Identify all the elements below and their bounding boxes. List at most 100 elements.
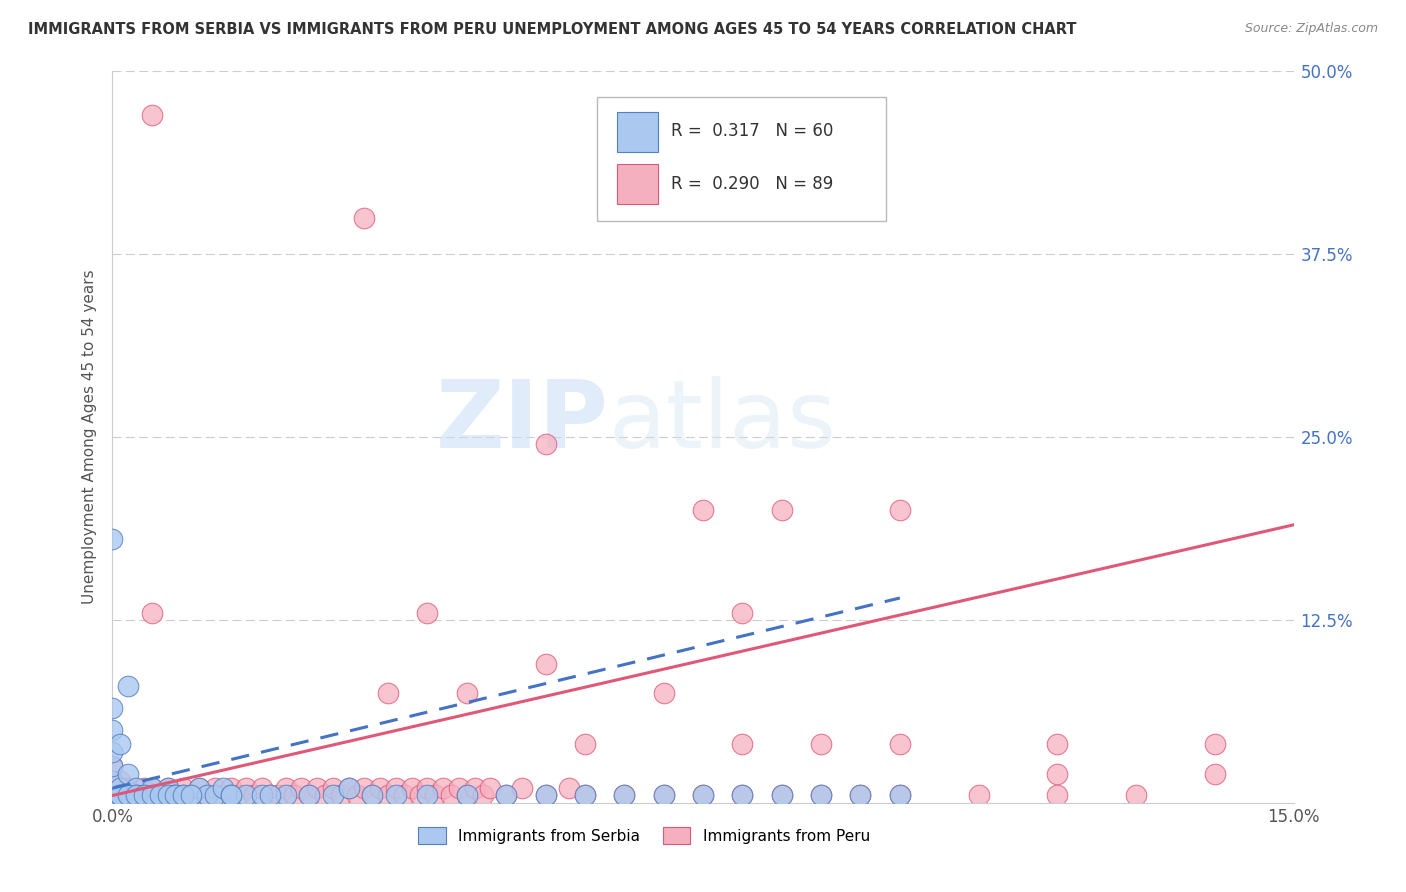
Point [353, 781, 375, 796]
Point [534, 657, 557, 671]
Point [322, 781, 344, 796]
Point [401, 781, 423, 796]
Point [141, 789, 163, 803]
Point [770, 503, 793, 517]
Point [479, 781, 502, 796]
Point [110, 789, 132, 803]
Point [101, 789, 124, 803]
Point [274, 781, 297, 796]
Point [219, 789, 242, 803]
Point [180, 789, 202, 803]
Bar [617, 112, 658, 152]
Point [314, 789, 336, 803]
Point [243, 789, 266, 803]
Point [1204, 766, 1226, 780]
Point [889, 789, 911, 803]
Point [613, 789, 636, 803]
Text: R =  0.317   N = 60: R = 0.317 N = 60 [671, 122, 834, 140]
Point [534, 437, 557, 451]
Point [849, 789, 872, 803]
Point [731, 789, 754, 803]
Point [1204, 737, 1226, 751]
Point [267, 789, 290, 803]
Point [307, 781, 329, 796]
Point [290, 781, 312, 796]
Y-axis label: Unemployment Among Ages 45 to 54 years: Unemployment Among Ages 45 to 54 years [82, 269, 97, 605]
Point [558, 781, 581, 796]
Point [322, 789, 344, 803]
Point [101, 789, 124, 803]
Point [574, 789, 596, 803]
Point [117, 766, 139, 780]
Point [440, 789, 463, 803]
Point [416, 781, 439, 796]
Point [889, 503, 911, 517]
Point [377, 686, 399, 700]
Point [416, 606, 439, 620]
Text: atlas: atlas [609, 376, 837, 468]
Point [110, 789, 132, 803]
Point [204, 789, 226, 803]
Point [392, 789, 415, 803]
Point [235, 789, 257, 803]
Point [432, 781, 454, 796]
Point [464, 781, 486, 796]
Point [117, 781, 139, 796]
Point [101, 759, 124, 773]
Point [298, 789, 321, 803]
Point [534, 789, 557, 803]
Point [425, 789, 447, 803]
Text: Source: ZipAtlas.com: Source: ZipAtlas.com [1244, 22, 1378, 36]
Point [329, 789, 352, 803]
Point [692, 789, 714, 803]
Point [141, 108, 163, 122]
Point [117, 679, 139, 693]
Point [652, 789, 675, 803]
Point [259, 789, 281, 803]
Point [849, 789, 872, 803]
Point [967, 789, 990, 803]
Point [125, 789, 148, 803]
Point [101, 759, 124, 773]
Point [456, 789, 478, 803]
Point [180, 789, 202, 803]
Point [1046, 789, 1069, 803]
Point [101, 700, 124, 714]
Point [337, 781, 360, 796]
Point [195, 789, 218, 803]
Point [149, 789, 172, 803]
Point [889, 789, 911, 803]
Point [889, 737, 911, 751]
Point [361, 789, 384, 803]
Point [250, 781, 273, 796]
Point [495, 789, 517, 803]
Point [172, 789, 194, 803]
Point [110, 789, 132, 803]
Point [125, 789, 148, 803]
Point [110, 781, 132, 796]
Point [125, 789, 148, 803]
Point [235, 781, 257, 796]
Point [172, 789, 194, 803]
Point [228, 789, 250, 803]
Point [447, 781, 470, 796]
Point [385, 781, 408, 796]
Point [125, 781, 148, 796]
Point [117, 789, 139, 803]
Point [613, 789, 636, 803]
Point [132, 781, 155, 796]
Point [101, 723, 124, 737]
Bar [617, 164, 658, 204]
Point [731, 737, 754, 751]
Point [510, 781, 533, 796]
Point [211, 789, 233, 803]
Point [172, 781, 194, 796]
Point [574, 737, 596, 751]
FancyBboxPatch shape [596, 97, 886, 221]
Point [731, 789, 754, 803]
Point [770, 789, 793, 803]
Point [101, 773, 124, 788]
Point [298, 789, 321, 803]
Legend: Immigrants from Serbia, Immigrants from Peru: Immigrants from Serbia, Immigrants from … [412, 822, 876, 850]
Point [692, 789, 714, 803]
